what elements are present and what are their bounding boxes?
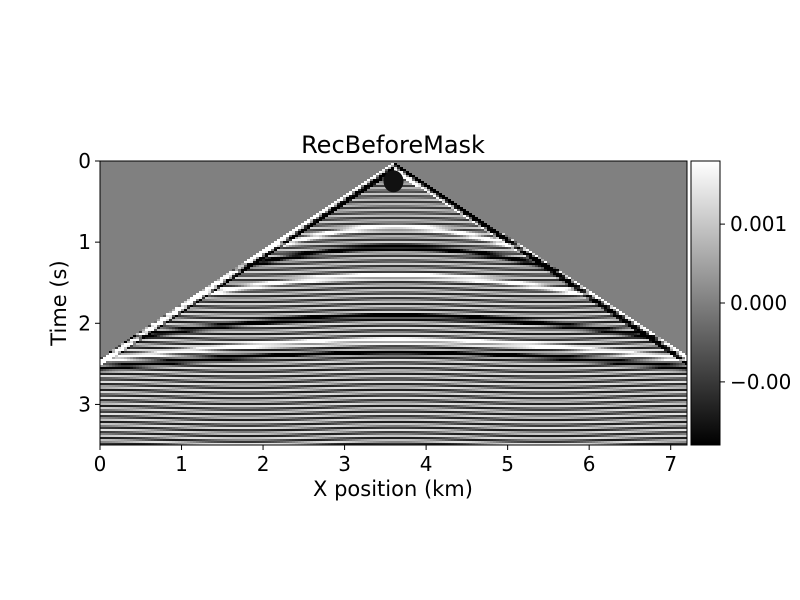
x-tick-label: 2 <box>257 452 270 476</box>
colorbar-gradient <box>690 160 721 446</box>
y-tick-label: 2 <box>78 311 91 335</box>
wavefield-traces <box>100 163 687 445</box>
source-wavelet <box>383 170 404 193</box>
plot-frame <box>99 160 688 446</box>
x-tick-label: 1 <box>175 452 188 476</box>
colorbar-tick-label: −0.00 <box>730 370 791 394</box>
colorbar-tick-label: 0.001 <box>730 212 787 236</box>
x-tick-label: 3 <box>338 452 351 476</box>
x-axis-ticks: 0 1 2 3 4 5 6 7 <box>94 445 677 476</box>
y-axis-ticks: 0 1 2 3 <box>78 149 100 416</box>
x-tick-label: 5 <box>501 452 514 476</box>
seismic-image <box>100 161 687 445</box>
y-tick-label: 1 <box>78 230 91 254</box>
y-axis-label: Time (s) <box>47 260 71 346</box>
y-tick-label: 0 <box>78 149 91 173</box>
chart-title: RecBeforeMask <box>301 131 485 159</box>
colorbar-ticks: 0.001 0.000 −0.00 <box>720 212 791 394</box>
x-tick-label: 6 <box>583 452 596 476</box>
x-tick-label: 0 <box>94 452 107 476</box>
x-axis-label: X position (km) <box>313 477 473 501</box>
colorbar: 0.001 0.000 −0.00 <box>690 160 791 446</box>
colorbar-tick-label: 0.000 <box>730 291 787 315</box>
x-tick-label: 4 <box>420 452 433 476</box>
x-tick-label: 7 <box>664 452 677 476</box>
y-tick-label: 3 <box>78 392 91 416</box>
